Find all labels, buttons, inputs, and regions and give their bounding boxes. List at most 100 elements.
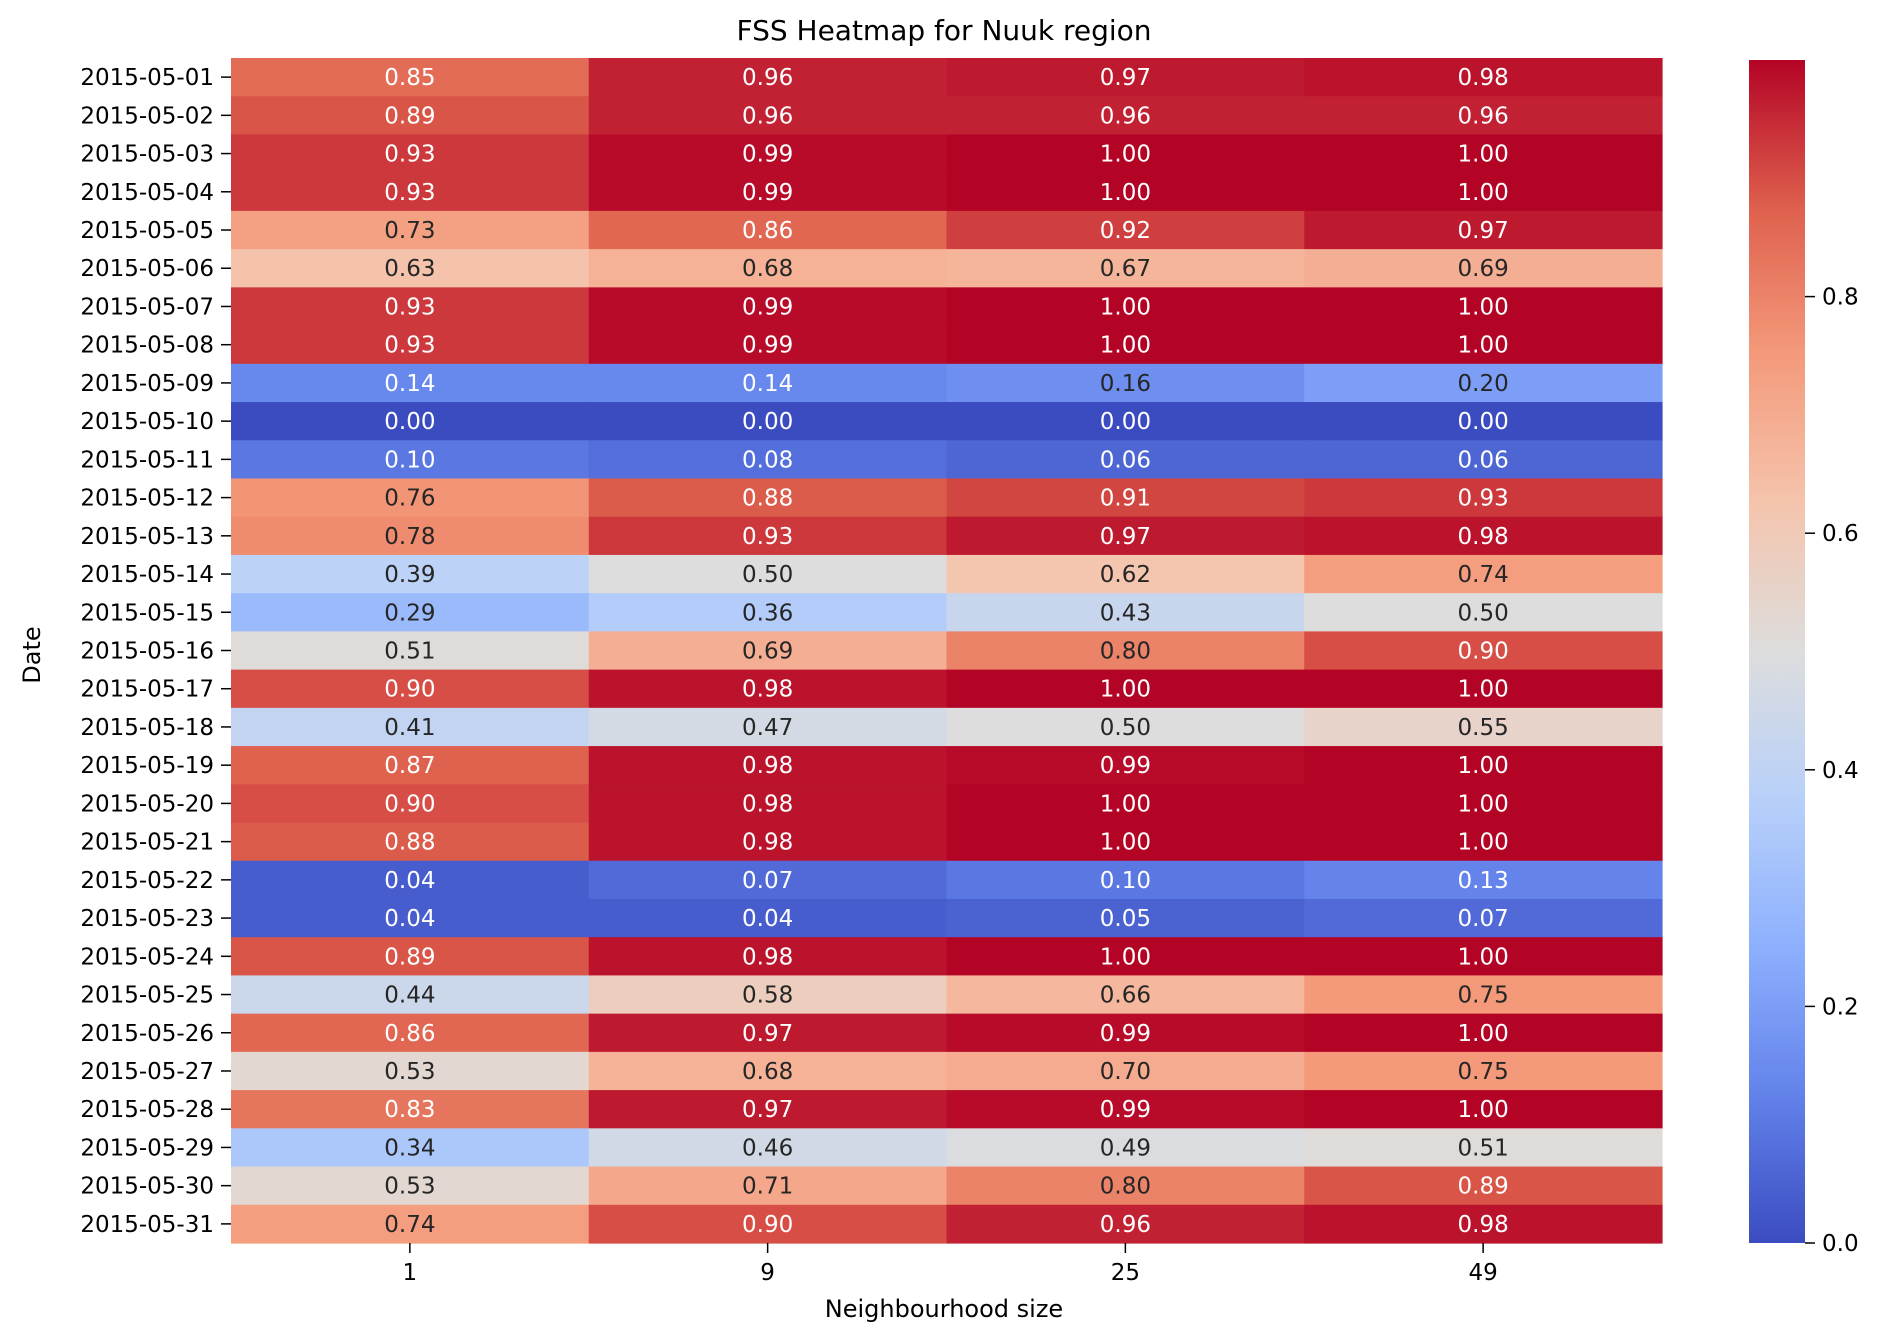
cell-value-label: 0.00 xyxy=(742,409,793,435)
y-tick-label: 2015-05-30 xyxy=(80,1174,214,1200)
cell-value-label: 0.66 xyxy=(1100,983,1151,1009)
cell-value-label: 0.13 xyxy=(1458,868,1509,894)
heatmap-cell xyxy=(1304,440,1663,480)
heatmap-cell xyxy=(588,1090,948,1129)
y-tick-label: 2015-05-01 xyxy=(80,65,214,91)
y-tick-label: 2015-05-14 xyxy=(80,562,214,588)
heatmap-cell xyxy=(231,287,590,327)
cell-value-label: 0.43 xyxy=(1100,600,1151,626)
heatmap-cell xyxy=(231,325,590,365)
heatmap-cells xyxy=(231,58,1663,1244)
heatmap-cell xyxy=(588,478,948,518)
cell-value-label: 0.98 xyxy=(742,944,793,970)
heatmap-cell xyxy=(588,593,948,632)
heatmap-cell xyxy=(946,96,1305,136)
x-tick-label: 9 xyxy=(760,1260,775,1286)
y-tick-label: 2015-05-12 xyxy=(80,486,214,512)
heatmap-cell xyxy=(946,402,1305,441)
heatmap-cell xyxy=(946,1166,1305,1206)
heatmap-cell xyxy=(1304,669,1663,709)
cell-value-label: 0.99 xyxy=(742,333,793,359)
heatmap-cell xyxy=(1304,822,1663,862)
cell-value-label: 1.00 xyxy=(1100,333,1151,359)
heatmap-cell xyxy=(1304,898,1663,938)
cell-value-label: 0.93 xyxy=(384,333,435,359)
cell-value-label: 1.00 xyxy=(1458,677,1509,703)
cell-value-label: 0.99 xyxy=(742,142,793,168)
cell-value-label: 0.99 xyxy=(1100,1097,1151,1123)
cell-value-label: 0.86 xyxy=(384,1021,435,1047)
cell-value-label: 0.98 xyxy=(742,677,793,703)
heatmap-cell xyxy=(231,96,590,136)
heatmap-cell xyxy=(588,1128,948,1168)
cell-value-label: 0.97 xyxy=(742,1097,793,1123)
y-tick-label: 2015-05-15 xyxy=(80,600,214,626)
x-tick-label: 49 xyxy=(1468,1260,1497,1286)
heatmap-cell xyxy=(231,784,590,824)
heatmap-cell xyxy=(946,172,1305,212)
heatmap-cell xyxy=(588,287,948,327)
y-axis-label: Date xyxy=(18,626,46,683)
y-tick-label: 2015-05-02 xyxy=(80,103,214,129)
y-tick-label: 2015-05-05 xyxy=(80,218,214,244)
heatmap-cell xyxy=(231,58,590,97)
heatmap-cell xyxy=(1304,1204,1663,1244)
cell-value-label: 0.39 xyxy=(384,562,435,588)
cell-value-label: 0.14 xyxy=(384,371,435,397)
cell-value-label: 0.99 xyxy=(742,180,793,206)
heatmap-cell xyxy=(1304,58,1663,97)
cell-value-label: 0.99 xyxy=(1100,1021,1151,1047)
heatmap-cell xyxy=(231,210,590,250)
cell-value-label: 0.75 xyxy=(1458,983,1509,1009)
cell-value-label: 0.68 xyxy=(742,256,793,282)
cell-value-label: 0.96 xyxy=(742,65,793,91)
heatmap-cell xyxy=(231,249,590,288)
heatmap-cell xyxy=(231,402,590,441)
heatmap-cell xyxy=(588,134,948,174)
heatmap-cell xyxy=(588,707,948,747)
cell-value-label: 0.14 xyxy=(742,371,793,397)
cell-value-label: 0.80 xyxy=(1100,639,1151,665)
heatmap-cell xyxy=(1304,707,1663,747)
heatmap-cell xyxy=(946,1013,1305,1053)
y-tick-label: 2015-05-19 xyxy=(80,753,214,779)
cell-value-label: 0.00 xyxy=(1100,409,1151,435)
heatmap-cell xyxy=(946,249,1305,288)
colorbar: 0.0 0.2 0.4 0.6 0.8 xyxy=(1749,60,1859,1257)
heatmap-cell xyxy=(231,898,590,938)
y-tick-label: 2015-05-09 xyxy=(80,371,214,397)
cell-value-label: 0.44 xyxy=(384,983,435,1009)
heatmap-cell xyxy=(946,134,1305,174)
heatmap-cell xyxy=(588,96,948,136)
cell-value-label: 0.62 xyxy=(1100,562,1151,588)
heatmap-cell xyxy=(946,478,1305,518)
colorbar-tick-label: 0.2 xyxy=(1822,994,1859,1020)
cell-value-label: 0.93 xyxy=(742,524,793,550)
heatmap-cell xyxy=(231,440,590,480)
heatmap-cell xyxy=(231,516,590,556)
heatmap-cell xyxy=(1304,554,1663,594)
heatmap-cell xyxy=(946,707,1305,747)
chart-title: FSS Heatmap for Nuuk region xyxy=(736,14,1151,47)
cell-value-label: 0.74 xyxy=(384,1212,435,1238)
heatmap-cell xyxy=(231,1051,590,1091)
cell-value-label: 1.00 xyxy=(1458,1021,1509,1047)
cell-value-label: 0.47 xyxy=(742,715,793,741)
heatmap-cell xyxy=(588,784,948,824)
cell-value-label: 0.85 xyxy=(384,65,435,91)
cell-value-label: 0.88 xyxy=(742,486,793,512)
heatmap-cell xyxy=(1304,593,1663,632)
cell-value-label: 1.00 xyxy=(1458,1097,1509,1123)
heatmap-cell xyxy=(946,1204,1305,1244)
cell-value-label: 0.90 xyxy=(742,1212,793,1238)
heatmap-cell xyxy=(588,975,948,1015)
heatmap-cell xyxy=(231,172,590,212)
y-tick-label: 2015-05-17 xyxy=(80,677,214,703)
cell-value-label: 0.80 xyxy=(1100,1174,1151,1200)
heatmap-cell xyxy=(946,898,1305,938)
heatmap-cell xyxy=(946,287,1305,327)
cell-value-label: 0.89 xyxy=(384,944,435,970)
heatmap-cell xyxy=(588,822,948,862)
cell-value-label: 1.00 xyxy=(1458,753,1509,779)
